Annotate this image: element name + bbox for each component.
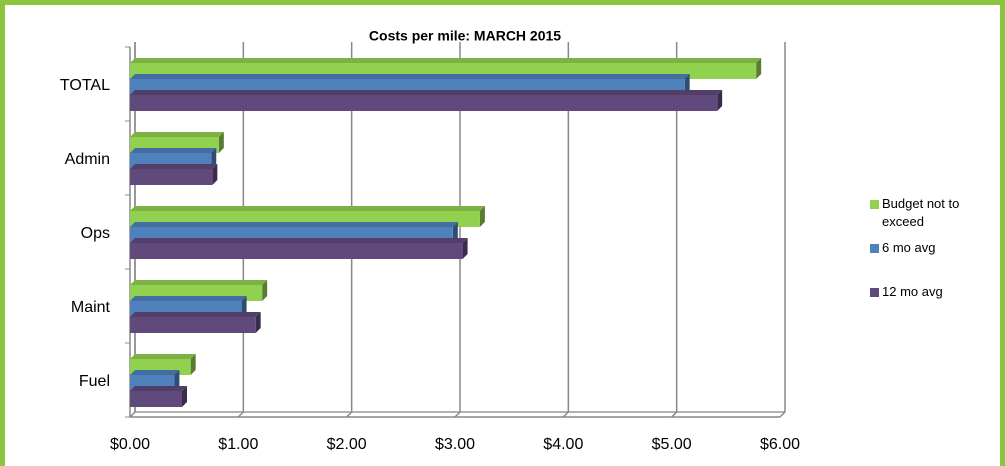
bar-side (218, 132, 224, 153)
bar-top (130, 222, 458, 227)
bar-side (190, 354, 196, 375)
grid-line (779, 42, 786, 418)
x-tick-label: $1.00 (218, 436, 258, 453)
bar-side (212, 164, 218, 185)
legend-label: Budget not to exceed (882, 196, 960, 229)
bar-top (130, 238, 468, 243)
bar-side (684, 74, 690, 95)
chart-title: Costs per mile: MARCH 2015 (369, 28, 561, 44)
bar-top (130, 148, 217, 153)
bar-side (174, 370, 180, 391)
bar-top (130, 90, 723, 95)
bar-side (452, 222, 458, 243)
legend-swatch (870, 288, 879, 297)
grid-line (671, 42, 678, 418)
bar-face (130, 169, 213, 185)
legend-label: 12 mo avg (882, 284, 943, 299)
bar-top (130, 58, 762, 63)
bar-face (130, 391, 182, 407)
y-tick-label: Ops (81, 225, 110, 242)
legend: Budget not to exceed 6 mo avg 12 mo avg (870, 195, 1000, 309)
x-tick-label: $3.00 (435, 436, 475, 453)
y-tick-label: TOTAL (60, 77, 110, 94)
bar-side (462, 238, 468, 259)
bar-side (479, 206, 485, 227)
bar-side (241, 296, 247, 317)
bar-side (255, 312, 261, 333)
bar-top (130, 132, 224, 137)
x-tick-label: $5.00 (652, 436, 692, 453)
chart: Costs per mile: MARCH 2015 $0.00 $1.00 $2.… (60, 28, 800, 454)
bar-top (130, 280, 268, 285)
grid-line (454, 42, 461, 418)
bar-side (182, 386, 187, 407)
bar (130, 386, 187, 407)
bar-top (130, 370, 180, 375)
legend-swatch (870, 244, 879, 253)
bar-side (262, 280, 268, 301)
bar-top (130, 296, 247, 301)
bar-side (211, 148, 217, 169)
bar (130, 312, 261, 333)
grid-line (562, 42, 570, 418)
bar-top (130, 354, 196, 359)
bar-top (130, 312, 261, 317)
y-tick-label: Admin (65, 151, 110, 168)
bar (130, 90, 723, 111)
legend-label: 6 mo avg (882, 240, 936, 255)
bar-top (130, 206, 485, 211)
bar-face (130, 95, 718, 111)
x-tick-label: $6.00 (760, 436, 800, 453)
grid-line (346, 42, 353, 418)
bar (130, 238, 468, 259)
bar-top (130, 164, 218, 169)
legend-swatch (870, 200, 879, 209)
x-tick-label: $4.00 (543, 436, 583, 453)
bar (130, 164, 218, 185)
legend-entry: 6 mo avg (870, 239, 1000, 257)
legend-entry: 12 mo avg (870, 283, 1000, 301)
grid-line (237, 42, 245, 418)
bar-side (717, 90, 723, 111)
x-tick-label: $0.00 (110, 436, 150, 453)
bar-side (756, 58, 762, 79)
y-tick-label: Fuel (79, 373, 110, 390)
bar-top (130, 74, 690, 79)
bar-top (130, 386, 187, 391)
y-tick-label: Maint (71, 299, 111, 316)
bar-face (130, 243, 463, 259)
bar-face (130, 317, 256, 333)
legend-entry: Budget not to exceed (870, 195, 1000, 231)
x-tick-label: $2.00 (327, 436, 367, 453)
